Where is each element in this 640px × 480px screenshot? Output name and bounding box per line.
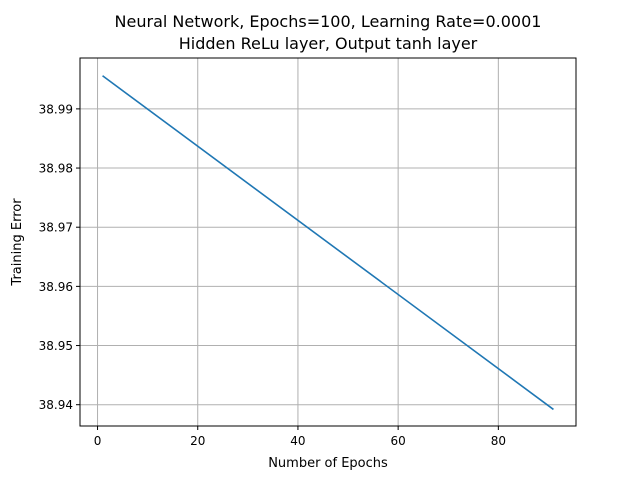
y-tick-label: 38.99 bbox=[39, 102, 73, 116]
x-tick-label: 0 bbox=[94, 434, 102, 448]
y-tick-label: 38.98 bbox=[39, 162, 73, 176]
chart-subtitle: Hidden ReLu layer, Output tanh layer bbox=[179, 34, 478, 53]
series-line bbox=[102, 75, 554, 411]
series-layer bbox=[102, 75, 554, 411]
y-axis-label: Training Error bbox=[10, 198, 25, 287]
x-tick-label: 80 bbox=[491, 434, 506, 448]
x-axis-label: Number of Epochs bbox=[268, 456, 388, 471]
x-tick-label: 40 bbox=[290, 434, 305, 448]
grid bbox=[80, 58, 576, 426]
y-tick-label: 38.96 bbox=[39, 280, 73, 294]
x-tick-label: 60 bbox=[391, 434, 406, 448]
plot-area-frame bbox=[79, 57, 577, 427]
y-tick-label: 38.95 bbox=[39, 339, 73, 353]
chart-title: Neural Network, Epochs=100, Learning Rat… bbox=[115, 12, 542, 31]
y-tick-label: 38.97 bbox=[39, 221, 73, 235]
y-tick-label: 38.94 bbox=[39, 398, 73, 412]
x-tick-label: 20 bbox=[190, 434, 205, 448]
axis-ticks: 0 20 40 60 80 38.94 38.95 38.96 38.97 38.98 38.99 bbox=[39, 102, 506, 448]
